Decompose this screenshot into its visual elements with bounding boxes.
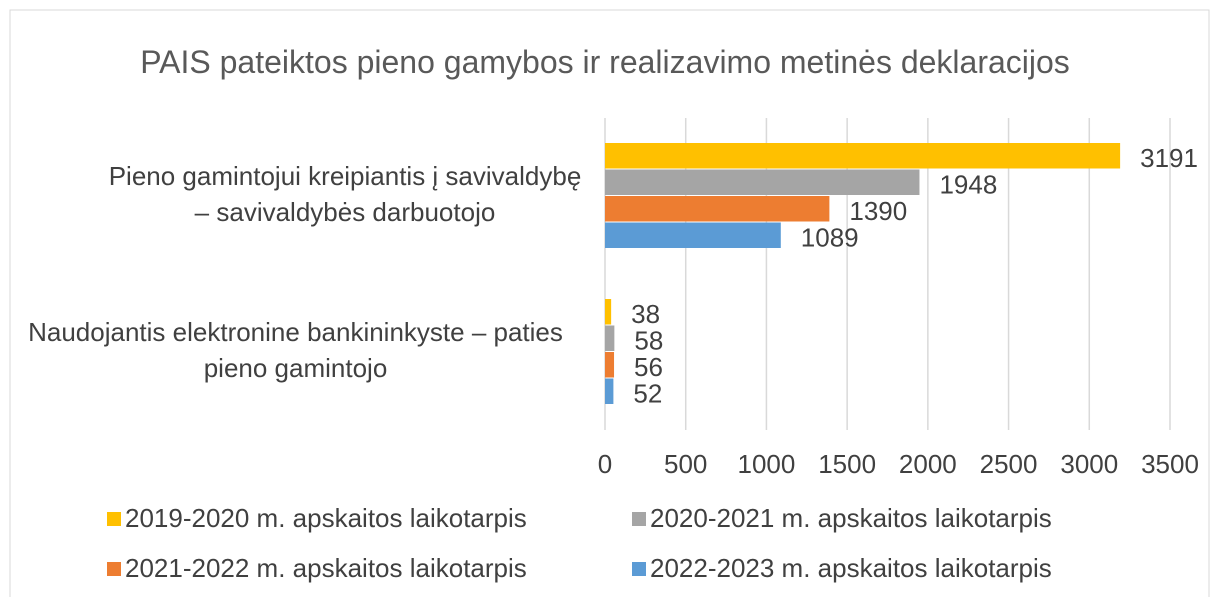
value-label: 56: [634, 352, 663, 382]
bar: [605, 196, 830, 222]
value-label: 1390: [849, 196, 907, 226]
bar: [605, 299, 612, 325]
legend-swatch: [632, 512, 646, 526]
bar: [605, 378, 614, 404]
bar: [605, 222, 781, 248]
legend-swatch: [107, 562, 121, 576]
value-label: 3191: [1140, 143, 1198, 173]
x-tick-label: 1500: [818, 449, 876, 479]
x-tick-label: 500: [664, 449, 707, 479]
value-label: 52: [633, 379, 662, 409]
x-tick-label: 3500: [1141, 449, 1199, 479]
value-label: 1089: [801, 223, 859, 253]
value-label: 38: [631, 299, 660, 329]
legend-label: 2021-2022 m. apskaitos laikotarpis: [125, 553, 527, 583]
legend-swatch: [107, 512, 121, 526]
bar: [605, 169, 920, 195]
x-tick-label: 3000: [1060, 449, 1118, 479]
x-tick-label: 2000: [899, 449, 957, 479]
chart-frame: [9, 9, 1210, 597]
legend-swatch: [632, 562, 646, 576]
legend-label: 2020-2021 m. apskaitos laikotarpis: [650, 503, 1052, 533]
value-label: 1948: [939, 170, 997, 200]
category-label: Naudojantis elektronine bankininkyste – …: [28, 317, 563, 383]
x-tick-label: 2500: [980, 449, 1038, 479]
chart-title: PAIS pateiktos pieno gamybos ir realizav…: [140, 44, 1070, 80]
x-tick-label: 1000: [738, 449, 796, 479]
bar: [605, 143, 1121, 169]
value-label: 58: [634, 326, 663, 356]
x-tick-label: 0: [598, 449, 612, 479]
bar: [605, 352, 615, 378]
legend-label: 2022-2023 m. apskaitos laikotarpis: [650, 553, 1052, 583]
legend-label: 2019-2020 m. apskaitos laikotarpis: [125, 503, 527, 533]
category-label: Pieno gamintojui kreipiantis į savivaldy…: [108, 161, 582, 227]
bar: [605, 325, 615, 351]
